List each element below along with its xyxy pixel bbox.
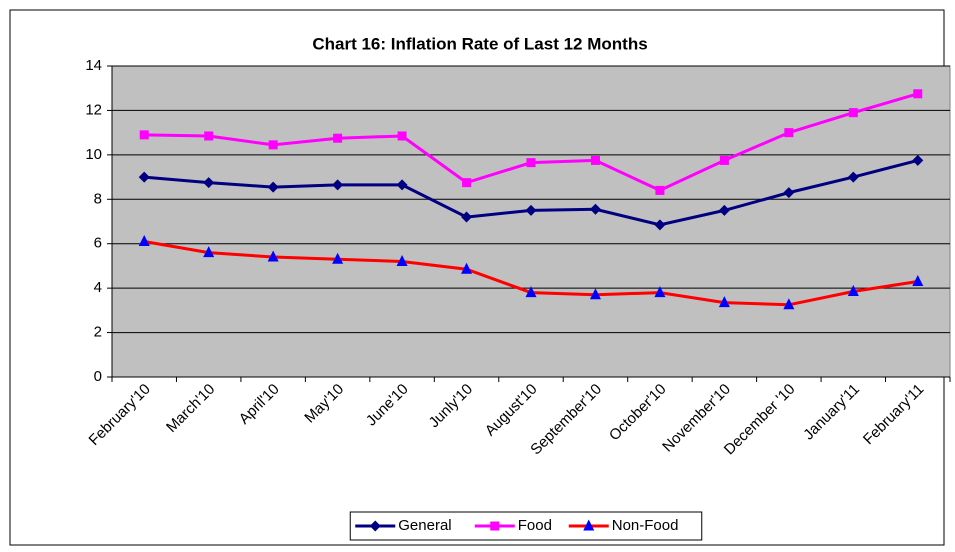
marker — [654, 286, 666, 298]
y-tick-label: 2 — [94, 324, 102, 341]
y-tick-label: 8 — [94, 190, 102, 207]
marker — [332, 179, 344, 191]
legend-label: General — [398, 517, 451, 534]
marker — [462, 178, 472, 188]
marker — [461, 211, 473, 223]
marker — [583, 519, 595, 531]
y-tick-label: 6 — [94, 235, 102, 252]
marker — [203, 177, 215, 189]
marker — [589, 203, 601, 215]
marker — [847, 171, 859, 183]
y-tick-label: 12 — [85, 101, 102, 118]
marker — [525, 204, 537, 216]
marker — [590, 155, 600, 165]
marker — [847, 284, 859, 296]
marker — [332, 252, 344, 264]
marker — [268, 140, 278, 150]
marker — [589, 288, 601, 300]
marker — [912, 274, 924, 286]
chart-title: Chart 16: Inflation Rate of Last 12 Mont… — [312, 34, 647, 53]
y-tick-label: 0 — [94, 368, 102, 385]
marker — [848, 108, 858, 118]
marker — [138, 171, 150, 183]
marker — [525, 286, 537, 298]
marker — [369, 520, 381, 532]
marker — [267, 250, 279, 262]
marker — [913, 89, 923, 99]
marker — [718, 296, 730, 308]
marker — [490, 521, 500, 531]
y-tick-label: 14 — [85, 57, 102, 74]
marker — [784, 128, 794, 138]
marker — [139, 130, 149, 140]
marker — [783, 187, 795, 199]
marker — [397, 131, 407, 141]
marker — [396, 179, 408, 191]
marker — [396, 254, 408, 266]
marker — [267, 181, 279, 193]
legend-label: Non-Food — [612, 517, 679, 534]
marker — [719, 155, 729, 165]
plot-area — [111, 65, 951, 378]
y-tick-label: 4 — [94, 279, 102, 296]
marker — [333, 133, 343, 143]
marker — [461, 262, 473, 274]
marker — [654, 219, 666, 231]
marker — [203, 246, 215, 258]
marker — [526, 158, 536, 168]
marker — [138, 234, 150, 246]
legend: General Food Non-Food — [349, 511, 703, 541]
marker — [655, 185, 665, 195]
marker — [204, 131, 214, 141]
marker — [718, 204, 730, 216]
y-tick-label: 10 — [85, 146, 102, 163]
marker — [912, 154, 924, 166]
legend-box — [349, 511, 703, 541]
marker — [783, 298, 795, 310]
legend-label: Food — [518, 517, 552, 534]
